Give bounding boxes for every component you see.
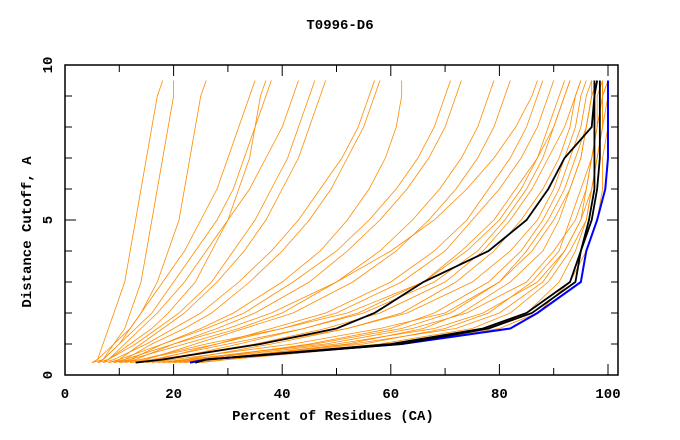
ticks-group	[64, 64, 618, 376]
highlighted-model-curve	[135, 80, 599, 364]
x-tick-label: 0	[61, 387, 69, 403]
model-curve	[102, 80, 375, 363]
model-curve	[130, 80, 511, 363]
model-curve	[173, 80, 603, 363]
model-curve	[189, 80, 609, 363]
model-curve	[108, 80, 451, 363]
model-curve	[119, 80, 571, 363]
model-curve	[162, 80, 593, 363]
y-axis-label: Distance Cutoff, A	[20, 156, 36, 308]
series-group	[91, 80, 609, 364]
model-curve	[97, 80, 272, 363]
model-curve	[195, 80, 609, 363]
x-axis-label: Percent of Residues (CA)	[232, 409, 434, 425]
model-curve	[113, 80, 381, 363]
model-curve	[108, 80, 538, 363]
x-tick-label: 60	[382, 387, 399, 403]
model-curve	[162, 80, 582, 363]
model-curve	[97, 80, 299, 363]
model-curve	[140, 80, 544, 363]
model-curve	[97, 80, 316, 363]
model-curve	[91, 80, 164, 363]
model-curve	[91, 80, 207, 363]
y-tick-label: 5	[41, 216, 57, 224]
model-curve	[113, 80, 495, 363]
y-tick-label: 0	[41, 371, 57, 379]
highlighted-model-curve	[195, 80, 596, 364]
model-curve	[124, 80, 555, 363]
y-tick-label: 10	[41, 57, 57, 74]
plot-frame	[64, 64, 619, 376]
best-model-curve	[189, 80, 609, 364]
model-curve	[146, 80, 565, 363]
x-tick-label: 40	[274, 387, 291, 403]
x-tick-label: 100	[595, 387, 620, 403]
model-curve	[108, 80, 327, 363]
model-curve	[119, 80, 462, 363]
model-curve	[184, 80, 598, 363]
model-curve	[173, 80, 593, 363]
chart-title: T0996-D6	[306, 18, 373, 34]
x-tick-label: 20	[165, 387, 182, 403]
x-tick-label: 80	[491, 387, 508, 403]
